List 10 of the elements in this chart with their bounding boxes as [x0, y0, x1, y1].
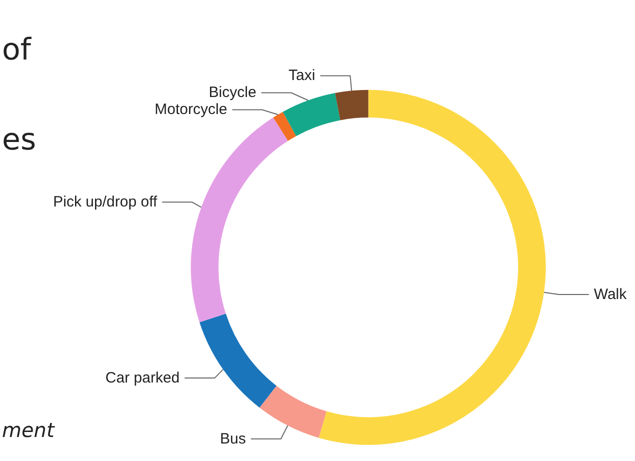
text: es	[2, 122, 36, 158]
slice-label: Bicycle	[208, 84, 256, 102]
text: ment	[2, 418, 56, 442]
text: of	[2, 32, 32, 68]
slice-label: Motorcycle	[154, 101, 228, 118]
slice-label: Walk	[594, 286, 628, 303]
slice-label: Taxi	[288, 67, 316, 84]
slice-label: Car parked	[105, 370, 180, 387]
slice-label: Pick up/drop off	[53, 194, 158, 211]
slice-label: Bus	[220, 430, 246, 448]
